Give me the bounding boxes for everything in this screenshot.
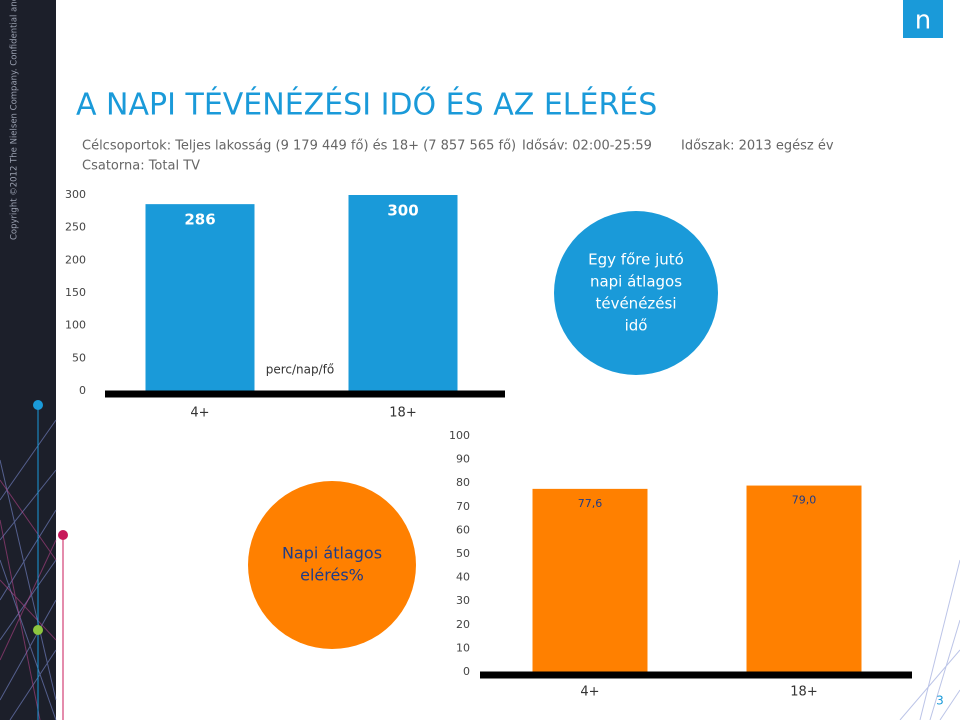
x-tick-label: 18+ <box>790 685 817 700</box>
y-tick-label: 50 <box>456 547 470 560</box>
bar <box>532 488 648 672</box>
annotation: tévénézési <box>595 295 676 313</box>
bar <box>746 485 862 672</box>
bar <box>348 195 458 391</box>
value-label: 77,6 <box>578 497 603 510</box>
subtitle: Idősáv: 02:00-25:59 <box>522 139 652 154</box>
y-tick-label: 70 <box>456 500 470 513</box>
annotation: idő <box>625 317 648 335</box>
accent-dot <box>58 530 68 540</box>
x-tick-label: 4+ <box>190 406 209 421</box>
accent-dot <box>33 625 43 635</box>
y-tick-label: 0 <box>79 384 86 397</box>
bar <box>145 204 255 391</box>
pattern <box>899 559 960 720</box>
y-tick-label: 100 <box>449 429 470 442</box>
x-tick-label: 18+ <box>389 406 416 421</box>
y-tick-label: 100 <box>65 319 86 332</box>
annotation: napi átlagos <box>590 273 682 291</box>
y-tick-label: 90 <box>456 453 470 466</box>
slide-title: A NAPI TÉVÉNÉZÉSI IDŐ ÉS AZ ELÉRÉS <box>76 86 657 123</box>
side-strip <box>0 0 56 720</box>
y-tick-label: 30 <box>456 594 470 607</box>
y-tick-label: 250 <box>65 221 86 234</box>
copyright: Copyright ©2012 The Nielsen Company. Con… <box>10 0 20 240</box>
annotation-circle <box>248 481 416 649</box>
x-tick-label: 4+ <box>580 685 599 700</box>
logo: n <box>915 6 931 36</box>
annotation: elérés% <box>300 566 364 585</box>
y-tick-label: 10 <box>456 641 470 654</box>
annotation: Napi átlagos <box>282 544 382 563</box>
annotation: Egy főre jutó <box>588 251 684 269</box>
y-tick-label: 50 <box>72 351 86 364</box>
pattern <box>0 479 57 720</box>
y-tick-label: 150 <box>65 286 86 299</box>
y-tick-label: 200 <box>65 253 86 266</box>
unit-label: perc/nap/fő <box>266 363 335 377</box>
logo-box <box>903 0 943 38</box>
subtitle: Időszak: 2013 egész év <box>681 139 834 154</box>
annotation-circle <box>554 211 718 375</box>
subtitle: Célcsoportok: Teljes lakosság (9 179 449… <box>82 139 516 154</box>
value-label: 286 <box>184 211 215 229</box>
y-tick-label: 80 <box>456 476 470 489</box>
value-label: 79,0 <box>792 494 817 507</box>
y-tick-label: 60 <box>456 523 470 536</box>
y-tick-label: 0 <box>463 665 470 678</box>
value-label: 300 <box>387 202 418 220</box>
y-tick-label: 40 <box>456 571 470 584</box>
subtitle: Csatorna: Total TV <box>82 159 200 174</box>
page-number: 3 <box>936 694 944 708</box>
y-tick-label: 20 <box>456 618 470 631</box>
y-tick-label: 300 <box>65 188 86 201</box>
accent-dot <box>33 400 43 410</box>
